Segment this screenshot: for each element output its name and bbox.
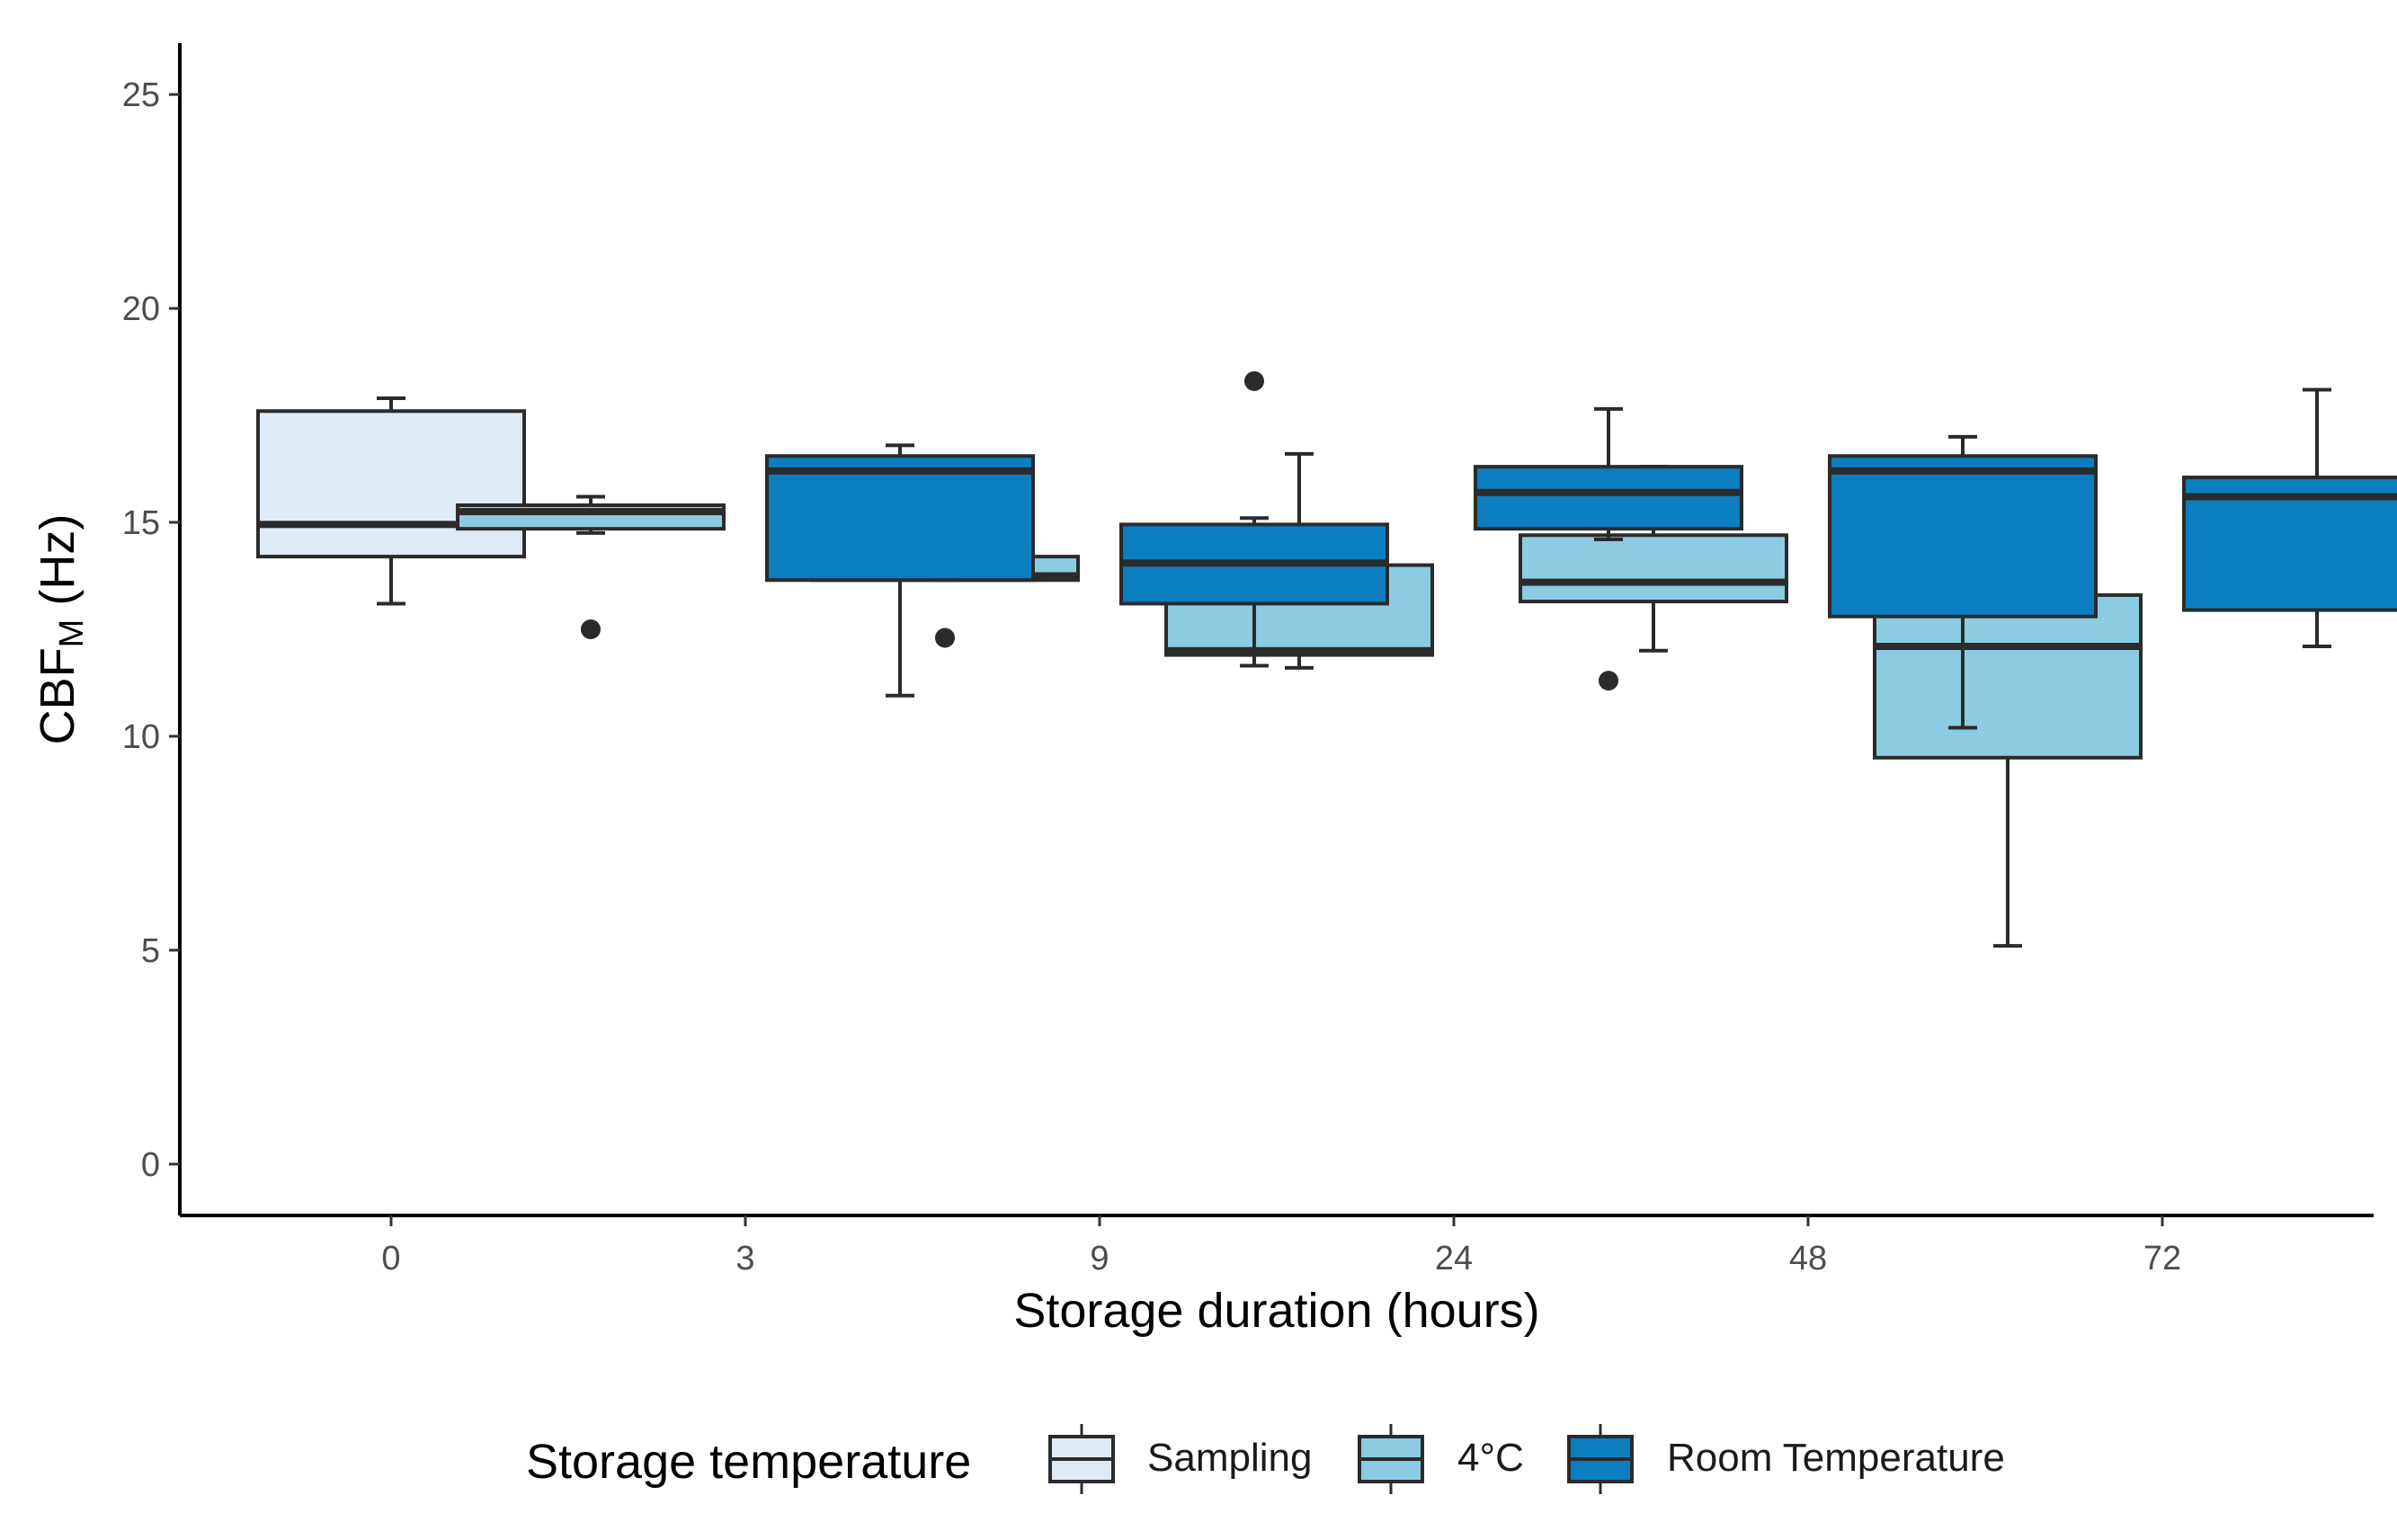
x-tick-label: 3 <box>735 1240 754 1277</box>
y-tick-label: 10 <box>122 718 160 756</box>
box-iqr <box>1519 533 1788 604</box>
legend-title: Storage temperature <box>526 1435 971 1489</box>
box-iqr <box>256 409 526 559</box>
legend: Storage temperature Sampling 4°C Room Temp… <box>526 1424 2005 1494</box>
y-axis-title: CBFM (Hz) <box>31 514 91 745</box>
y-tick-label: 0 <box>141 1146 160 1184</box>
box-group <box>1119 370 1389 668</box>
y-tick-label: 5 <box>141 932 160 970</box>
outlier-point <box>1244 370 1264 391</box>
legend-label: Room Temperature <box>1667 1436 2005 1480</box>
x-tick-label: 0 <box>381 1240 400 1277</box>
box-group <box>1474 406 1743 691</box>
box-group <box>1519 465 1788 653</box>
box-group <box>765 443 1035 698</box>
legend-label: 4°C <box>1457 1436 1524 1480</box>
x-tick-label: 24 <box>1435 1240 1473 1277</box>
y-axis-title-subscript: M <box>53 619 91 648</box>
x-tick-label: 9 <box>1090 1240 1109 1277</box>
y-axis-title-main: CBF <box>31 647 85 744</box>
y-axis-title-unit: (Hz) <box>31 514 85 619</box>
box-iqr <box>1828 454 2098 619</box>
y-ticks: 0 5 10 15 20 25 <box>122 76 180 1184</box>
box-group <box>1873 503 2143 948</box>
y-tick-label: 15 <box>122 504 160 542</box>
box-iqr <box>1873 592 2143 760</box>
legend-label: Sampling <box>1147 1436 1312 1480</box>
box-group <box>1828 434 2098 730</box>
x-axis-title: Storage duration (hours) <box>1013 1284 1539 1338</box>
outlier-point <box>935 628 955 648</box>
y-tick-label: 20 <box>122 290 160 328</box>
outlier-point <box>1599 671 1618 691</box>
box-iqr <box>765 454 1035 583</box>
x-tick-label: 72 <box>2143 1240 2181 1277</box>
box-group <box>256 396 526 606</box>
x-tick-label: 48 <box>1789 1240 1827 1277</box>
box-iqr <box>1474 465 1743 531</box>
x-ticks: 0 3 9 24 48 72 <box>381 1215 2181 1277</box>
box-group <box>2182 387 2397 649</box>
legend-item: 4°C <box>1358 1424 1524 1494</box>
legend-item: Room Temperature <box>1567 1424 2005 1494</box>
y-tick-label: 25 <box>122 76 160 114</box>
outlier-point <box>581 619 601 639</box>
box-group <box>456 494 726 639</box>
axes <box>178 43 2374 1217</box>
plot-area <box>256 370 2397 948</box>
legend-item: Sampling <box>1048 1424 1312 1494</box>
